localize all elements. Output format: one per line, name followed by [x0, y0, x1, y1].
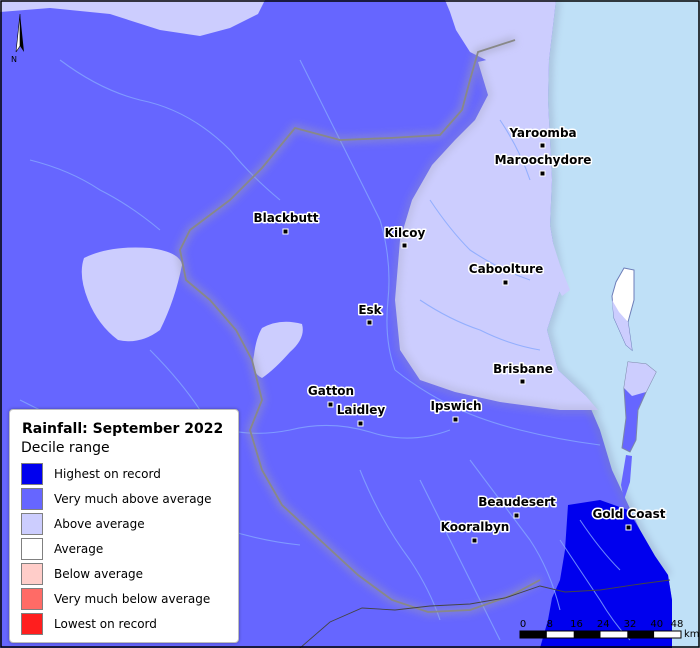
highest-on-record-area — [540, 500, 672, 648]
legend: Rainfall: September 2022 Decile range Hi… — [9, 409, 239, 643]
town-caboolture: Caboolture — [467, 261, 545, 286]
town-label-kooralbyn: Kooralbyn — [441, 520, 510, 534]
above-average-west-blob — [81, 247, 182, 342]
scale-tick-40: 40 — [650, 619, 663, 630]
scale-tick-24: 24 — [597, 619, 610, 630]
town-label-yaroomba: Yaroomba — [508, 126, 576, 140]
town-label-gold-coast: Gold Coast — [592, 507, 665, 521]
coastal-sliver-south — [621, 455, 632, 500]
legend-title: Rainfall: September 2022 — [22, 421, 224, 437]
scale-tick-32: 32 — [624, 619, 637, 630]
island-north-fill — [612, 300, 632, 350]
town-yaroomba: Yaroomba — [507, 125, 578, 149]
legend-item: Very much below average — [21, 586, 212, 611]
legend-item: Lowest on record — [21, 611, 212, 636]
above-average-central-blob — [253, 321, 303, 378]
scale-tick-8: 8 — [547, 619, 553, 630]
above-average-coastal — [395, 52, 598, 410]
town-beaudesert: Beaudesert — [477, 494, 558, 519]
town-label-beaudesert: Beaudesert — [478, 495, 556, 509]
legend-item: Very much above average — [21, 486, 212, 511]
legend-swatch-above — [21, 512, 43, 535]
town-label-esk: Esk — [358, 303, 382, 317]
legend-subtitle: Decile range — [21, 440, 110, 456]
town-esk: Esk — [357, 302, 384, 326]
coastal-sliver — [541, 228, 570, 296]
legend-swatch-average — [21, 537, 43, 560]
legend-swatch-below — [21, 562, 43, 585]
town-label-gatton: Gatton — [308, 384, 354, 398]
scale-tick-0: 0 — [520, 619, 526, 630]
scale-tick-48: 48 — [671, 619, 684, 630]
above-average-top-right — [445, 0, 556, 62]
legend-label: Very much below average — [54, 591, 211, 606]
legend-swatch-very-much-below — [21, 587, 43, 610]
town-laidley: Laidley — [335, 402, 387, 427]
catchment-border — [179, 39, 541, 613]
town-gatton: Gatton — [306, 383, 356, 408]
legend-item: Below average — [21, 561, 212, 586]
town-ipswich: Ipswich — [429, 398, 483, 423]
town-label-caboolture: Caboolture — [469, 262, 543, 276]
town-kooralbyn: Kooralbyn — [439, 519, 511, 544]
town-kilcoy: Kilcoy — [383, 225, 427, 249]
legend-item: Highest on record — [21, 461, 212, 486]
scale-unit: km — [684, 629, 700, 640]
legend-swatch-lowest — [21, 612, 43, 635]
town-maroochydore: Maroochydore — [493, 152, 593, 177]
legend-label: Highest on record — [54, 466, 161, 481]
legend-swatch-very-much-above — [21, 487, 43, 510]
legend-item: Above average — [21, 511, 212, 536]
legend-items: Highest on record Very much above averag… — [21, 461, 212, 636]
scale-tick-16: 16 — [570, 619, 583, 630]
town-label-laidley: Laidley — [337, 403, 386, 417]
north-arrow-label: N — [11, 55, 17, 64]
legend-swatch-highest — [21, 462, 43, 485]
town-label-ipswich: Ipswich — [430, 399, 481, 413]
town-label-kilcoy: Kilcoy — [385, 226, 426, 240]
legend-item: Average — [21, 536, 212, 561]
scale-bar: 0 8 16 24 32 40 48 km — [519, 619, 700, 640]
island-south-above — [624, 362, 656, 396]
shadow-coastal-west — [391, 61, 598, 413]
town-markers: Yaroomba Maroochydore Blackbutt Kilcoy C… — [252, 125, 667, 544]
legend-label: Average — [54, 541, 104, 556]
legend-label: Very much above average — [54, 491, 212, 506]
town-label-maroochydore: Maroochydore — [495, 153, 592, 167]
town-label-blackbutt: Blackbutt — [253, 211, 318, 225]
legend-label: Lowest on record — [54, 616, 157, 631]
above-average-top-strip — [0, 0, 265, 36]
town-label-brisbane: Brisbane — [493, 362, 553, 376]
legend-label: Above average — [54, 516, 145, 531]
town-brisbane: Brisbane — [492, 361, 554, 385]
north-arrow-icon: N — [11, 13, 24, 64]
town-gold-coast: Gold Coast — [591, 506, 667, 531]
town-blackbutt: Blackbutt — [252, 210, 320, 235]
legend-label: Below average — [54, 566, 144, 581]
state-border — [299, 579, 671, 648]
